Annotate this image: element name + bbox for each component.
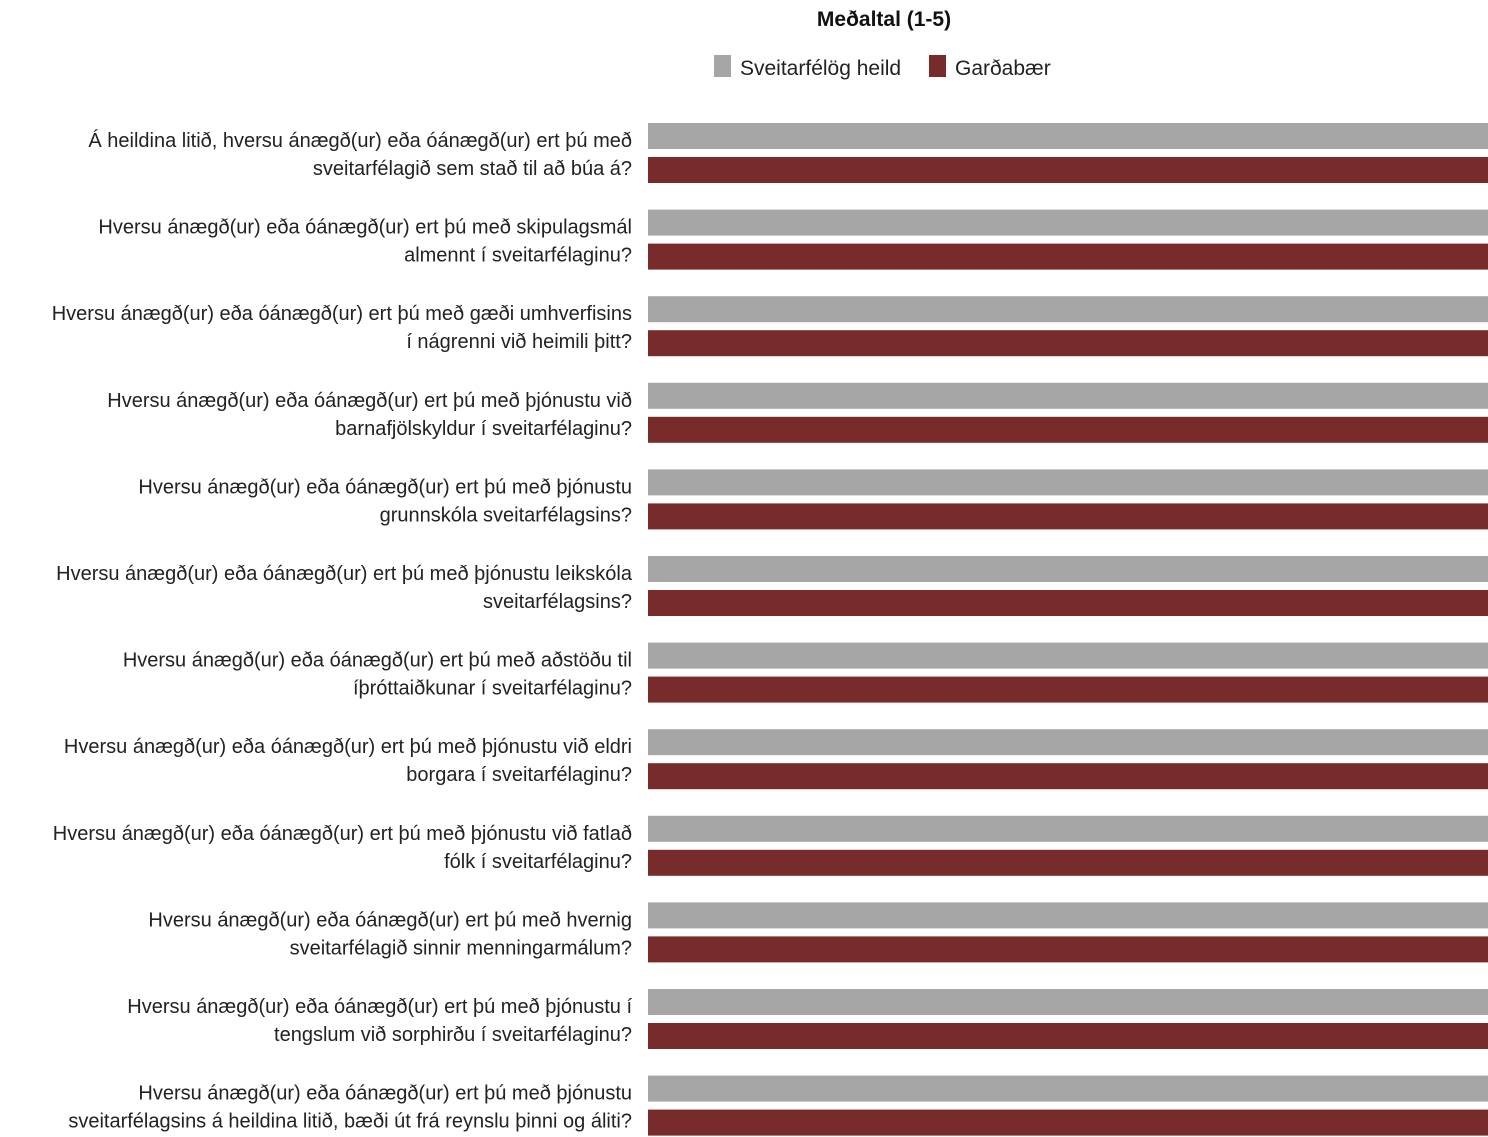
category-label: Hversu ánægð(ur) eða óánægð(ur) ert þú m… — [127, 996, 632, 1046]
category-label: Hversu ánægð(ur) eða óánægð(ur) ert þú m… — [107, 390, 632, 440]
category-label: Hversu ánægð(ur) eða óánægð(ur) ert þú m… — [68, 1083, 632, 1133]
category-label: Hversu ánægð(ur) eða óánægð(ur) ert þú m… — [53, 823, 632, 873]
bar-series-1 — [648, 556, 1488, 582]
legend-swatch-series-1 — [714, 55, 731, 77]
bar-series-1 — [648, 815, 1488, 842]
bar-series-2 — [648, 1109, 1488, 1136]
bar-series-2 — [648, 763, 1488, 790]
bar-series-1 — [648, 729, 1488, 756]
bar-series-2 — [648, 849, 1488, 876]
bar-series-1 — [648, 989, 1488, 1015]
bar-series-1 — [648, 296, 1488, 323]
category-label: Hversu ánægð(ur) eða óánægð(ur) ert þú m… — [138, 476, 632, 526]
bar-series-1 — [648, 902, 1488, 929]
bar-series-2 — [648, 503, 1488, 530]
bar-series-1 — [648, 469, 1488, 496]
category-label: Hversu ánægð(ur) eða óánægð(ur) ert þú m… — [64, 736, 632, 786]
bar-series-2 — [648, 330, 1488, 357]
bar-series-2 — [648, 1023, 1488, 1049]
bar-series-2 — [648, 157, 1488, 183]
bar-series-1 — [648, 642, 1488, 669]
legend-label-series-2: Garðabær — [955, 57, 1051, 80]
bar-series-1 — [648, 123, 1488, 149]
category-label: Hversu ánægð(ur) eða óánægð(ur) ert þú m… — [56, 563, 633, 613]
bar-series-2 — [648, 676, 1488, 703]
bar-series-1 — [648, 1075, 1488, 1102]
bar-series-2 — [648, 936, 1488, 963]
category-label: Hversu ánægð(ur) eða óánægð(ur) ert þú m… — [123, 650, 632, 700]
bar-series-2 — [648, 416, 1488, 443]
legend-label-series-1: Sveitarfélög heild — [740, 57, 901, 80]
legend-swatch-series-2 — [929, 55, 946, 77]
category-label: Hversu ánægð(ur) eða óánægð(ur) ert þú m… — [148, 909, 632, 959]
chart-title: Meðaltal (1-5) — [817, 8, 951, 31]
legend: Sveitarfélög heild Garðabær — [714, 55, 1051, 80]
bar-series-2 — [648, 590, 1488, 616]
bar-series-2 — [648, 243, 1488, 270]
bar-series-1 — [648, 382, 1488, 409]
category-label: Á heildina litið, hversu ánægð(ur) eða ó… — [88, 129, 632, 180]
bar-series-1 — [648, 209, 1488, 236]
plot-area: Á heildina litið, hversu ánægð(ur) eða ó… — [52, 123, 1488, 1136]
category-label: Hversu ánægð(ur) eða óánægð(ur) ert þú m… — [52, 303, 632, 353]
category-label: Hversu ánægð(ur) eða óánægð(ur) ert þú m… — [98, 217, 632, 267]
